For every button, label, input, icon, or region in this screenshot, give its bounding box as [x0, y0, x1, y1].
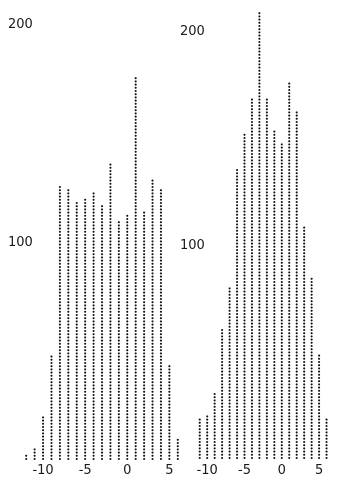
- left-histogram-marks: [25, 77, 179, 461]
- left-histogram-bar: [176, 438, 179, 461]
- right-histogram-bar: [273, 130, 276, 460]
- left-x-tick-label: -10: [32, 463, 53, 478]
- right-x-tick-label: -10: [197, 463, 218, 478]
- right-histogram-bar: [295, 111, 298, 460]
- right-histogram-bar: [221, 328, 224, 460]
- right-histogram-panel: 100 200 -10 -5 0 5: [180, 12, 328, 478]
- right-histogram-bar: [280, 143, 283, 460]
- right-x-axis-ticks: -10 -5 0 5: [197, 463, 324, 478]
- left-x-tick-label: -5: [79, 463, 92, 478]
- left-histogram-bar: [58, 185, 61, 461]
- left-y-tick-label: 100: [8, 235, 33, 250]
- left-histogram-bar: [25, 454, 28, 461]
- left-histogram-bar: [92, 192, 95, 461]
- left-histogram-bar: [109, 163, 112, 461]
- right-x-tick-label: 0: [278, 463, 286, 478]
- right-histogram-bar: [213, 392, 216, 460]
- right-histogram-marks: [198, 12, 328, 460]
- left-histogram-bar: [100, 205, 104, 461]
- right-histogram-bar: [258, 12, 261, 460]
- left-histogram-bar: [33, 448, 36, 461]
- right-histogram-bar: [310, 277, 313, 460]
- left-histogram-bar: [84, 198, 87, 461]
- left-histogram-bar: [168, 365, 171, 461]
- left-x-axis-ticks: -10 -5 0 5: [32, 463, 173, 478]
- left-histogram-bar: [159, 189, 162, 461]
- right-histogram-bar: [303, 226, 306, 460]
- right-y-tick-label: 200: [180, 24, 205, 39]
- left-histogram-bar: [143, 211, 146, 461]
- left-y-tick-label: 200: [8, 17, 33, 32]
- left-histogram-bar: [67, 189, 70, 461]
- left-histogram-bar: [126, 214, 129, 461]
- left-histogram-bar: [42, 416, 45, 461]
- right-y-tick-label: 100: [180, 238, 205, 253]
- right-x-tick-label: 5: [315, 463, 323, 478]
- left-x-tick-label: 5: [165, 463, 173, 478]
- right-histogram-bar: [235, 168, 239, 460]
- left-histogram-bar: [75, 201, 78, 461]
- right-y-axis-ticks: 100 200: [180, 24, 205, 253]
- right-histogram-bar: [250, 98, 253, 460]
- left-y-axis-ticks: 100 200: [8, 17, 33, 250]
- right-histogram-bar: [243, 133, 246, 460]
- left-histogram-bar: [117, 221, 120, 461]
- right-histogram-bar: [228, 287, 231, 460]
- right-histogram-bar: [265, 98, 268, 460]
- right-x-tick-label: -5: [238, 463, 251, 478]
- left-histogram-bar: [151, 179, 154, 461]
- right-histogram-bar: [206, 415, 209, 460]
- right-histogram-bar: [325, 418, 328, 460]
- right-histogram-bar: [198, 418, 201, 460]
- left-histogram-panel: 100 200 -10 -5 0 5: [8, 17, 179, 478]
- left-x-tick-label: 0: [123, 463, 131, 478]
- left-histogram-bar: [134, 77, 137, 461]
- right-histogram-bar: [288, 82, 291, 460]
- left-histogram-bar: [50, 355, 53, 461]
- right-histogram-bar: [318, 354, 321, 460]
